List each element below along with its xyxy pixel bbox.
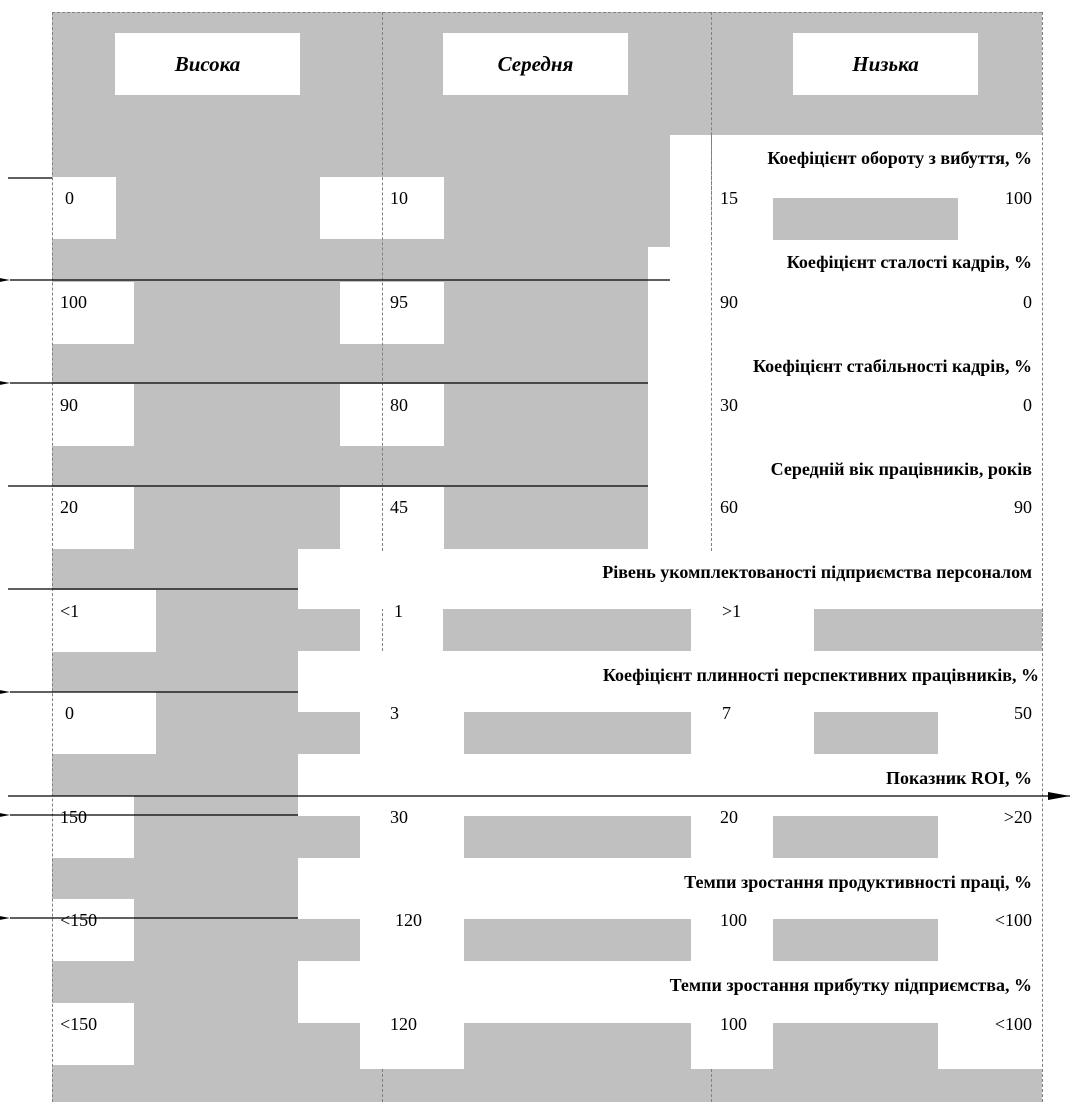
column-divider-left: [52, 12, 53, 1102]
row2-value-high: 100: [60, 292, 87, 312]
indicator-title-1: Коефіцієнт обороту з вибуття, %: [767, 148, 1032, 168]
row7-value-medium: 30: [390, 807, 408, 827]
column-divider-2-lower: [711, 1069, 712, 1102]
row1-value-low: 15: [720, 188, 738, 208]
row6-cell-a: [52, 692, 156, 754]
row1-value-medium: 10: [390, 188, 408, 208]
rows-cover-b: [383, 282, 444, 344]
row3-value-max: 0: [1023, 395, 1032, 415]
row9-value-medium: 120: [390, 1014, 417, 1034]
row1-cover: [712, 247, 1042, 280]
row2-value-max: 0: [1023, 292, 1032, 312]
row8-value-max: <100: [994, 910, 1032, 930]
row6-value-low: 7: [722, 703, 731, 723]
row4-value-high: 20: [60, 497, 78, 517]
row6-bar-a: [298, 712, 360, 754]
row4-cell-a: [52, 487, 134, 549]
row1-cell-a: [52, 177, 116, 239]
row3-value-medium: 80: [390, 395, 408, 415]
column-divider-1-lower: [382, 1069, 383, 1102]
row5-cell-a: [52, 590, 156, 652]
row7-value-max: >20: [1003, 807, 1032, 827]
row1-value-high: 0: [65, 188, 74, 208]
row7-bar-a: [298, 816, 360, 858]
rows-cover-d: [383, 487, 444, 549]
indicator-title-9: Темпи зростання прибутку підприємства, %: [669, 975, 1032, 995]
row8-value-high: <150: [60, 910, 98, 930]
header-low: Низька: [793, 33, 978, 95]
lower-cover-a: [360, 551, 443, 609]
row5-bar-b: [443, 609, 691, 651]
row7-value-low: 20: [720, 807, 738, 827]
row3-value-low: 30: [720, 395, 738, 415]
row6-bar-b: [464, 712, 691, 754]
row9-bar-b: [443, 1023, 691, 1069]
indicator-title-5: Рівень укомплектованості підприємства пе…: [602, 562, 1032, 582]
row6-value-high: 0: [65, 703, 74, 723]
column-divider-right: [1042, 12, 1043, 1102]
bottom-strip: [52, 1069, 1042, 1102]
indicator-title-8: Темпи зростання продуктивності праці, %: [684, 872, 1032, 892]
row9-value-max: <100: [994, 1014, 1032, 1034]
row4-value-low: 60: [720, 497, 738, 517]
row5-bar-a: [298, 609, 360, 651]
row9-cell-a: [52, 1003, 134, 1065]
column-divider-right-lower: [1042, 1069, 1043, 1102]
row1-bar: [773, 198, 958, 240]
row9-cover-right: [958, 1023, 1042, 1069]
row5-value-medium: 1: [394, 601, 403, 621]
row4-value-medium: 45: [390, 497, 408, 517]
top-dashed-border: [52, 12, 1042, 13]
row9-bar-a: [298, 1023, 360, 1069]
row1-title-area: [670, 135, 1075, 175]
row5-value-low: >1: [722, 601, 742, 621]
row6-value-max: 50: [1014, 703, 1032, 723]
rows-cover-a: [712, 282, 1042, 550]
row7-bar-b: [443, 816, 691, 858]
row1-value-max: 100: [1005, 188, 1032, 208]
row7-bar-c: [773, 816, 938, 858]
header-high: Висока: [115, 33, 300, 95]
row9-value-low: 100: [720, 1014, 747, 1034]
row9-value-high: <150: [60, 1014, 98, 1034]
row7-cell-a: [52, 796, 134, 858]
row5-bar-c-right: [958, 609, 1042, 651]
row8-cell-a: [52, 899, 134, 961]
row7-value-high: 150: [60, 807, 87, 827]
row8-value-medium: 120: [395, 910, 422, 930]
indicator-title-4: Середній вік працівників, років: [770, 459, 1032, 479]
column-divider-2-top: [711, 135, 712, 245]
indicator-title-7: Показник ROI, %: [886, 768, 1032, 788]
indicator-title-2: Коефіцієнт сталості кадрів, %: [786, 252, 1032, 272]
row3-cell-a: [52, 384, 134, 446]
row6-cover-right: [979, 712, 1042, 754]
indicator-title-3: Коефіцієнт стабільності кадрів, %: [753, 356, 1032, 376]
row5-value-high: <1: [60, 601, 80, 621]
indicator-title-6: Коефіцієнт плинності перспективних праці…: [602, 665, 1039, 685]
row2-cell-a: [52, 282, 134, 344]
row8-bar-c: [773, 919, 938, 961]
row8-value-low: 100: [720, 910, 747, 930]
row9-bar-c: [773, 1023, 958, 1069]
lower-cover-c: [360, 651, 464, 1069]
rows-cover-c: [383, 384, 444, 446]
row8-bar-b: [464, 919, 691, 961]
row6-value-medium: 3: [390, 703, 399, 723]
lower-cover-b: [691, 551, 773, 1069]
row8-bar-a: [298, 919, 360, 961]
header-medium: Середня: [443, 33, 628, 95]
row2-value-medium: 95: [390, 292, 408, 312]
row2-value-low: 90: [720, 292, 738, 312]
row3-value-high: 90: [60, 395, 78, 415]
row4-value-max: 90: [1014, 497, 1032, 517]
column-divider-right-mid: [1042, 609, 1043, 651]
